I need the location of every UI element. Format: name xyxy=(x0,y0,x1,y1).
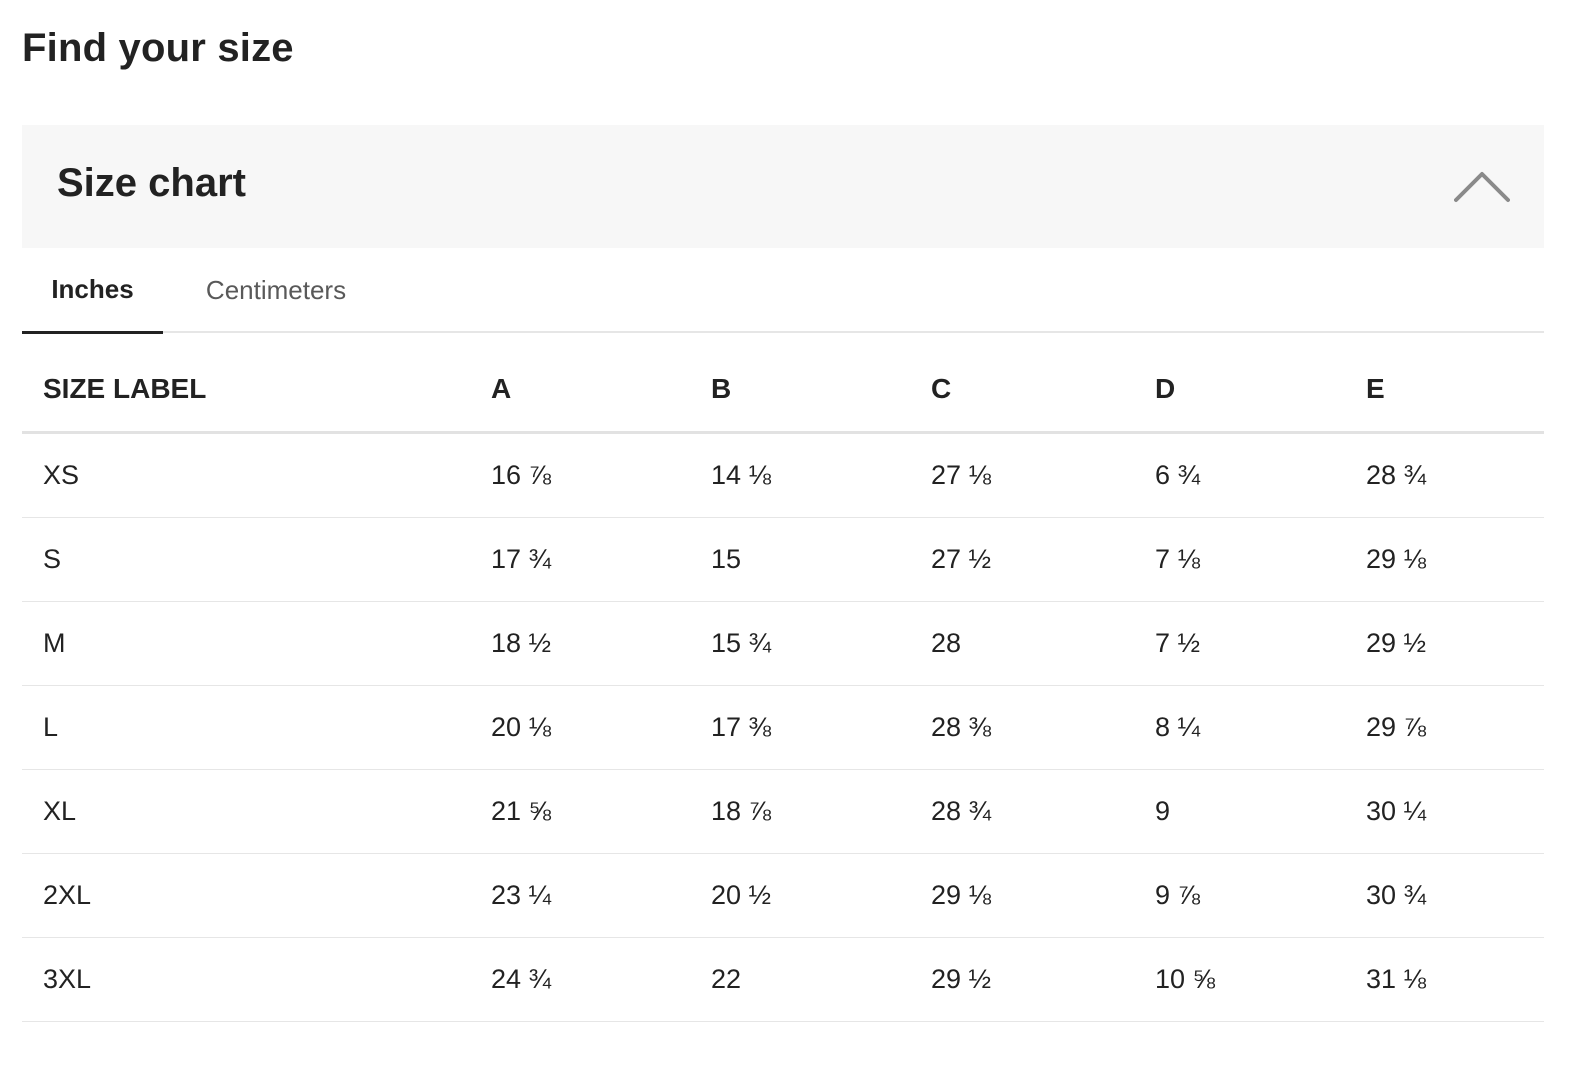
measurement-cell: 29 ½ xyxy=(1366,601,1544,686)
table-row: XS 16 ⅞ 14 ⅛ 27 ⅛ 6 ¾ 28 ¾ xyxy=(22,432,1544,518)
size-chart-accordion-header[interactable]: Size chart xyxy=(22,125,1544,248)
measurement-cell: 14 ⅛ xyxy=(711,432,931,518)
measurement-cell: 29 ⅛ xyxy=(931,853,1155,938)
measurement-cell: 7 ½ xyxy=(1155,601,1366,686)
measurement-cell: 30 ¾ xyxy=(1366,853,1544,938)
tab-centimeters[interactable]: Centimeters xyxy=(205,275,347,305)
size-label-cell: L xyxy=(22,685,491,770)
measurement-cell: 15 xyxy=(711,517,931,602)
unit-tabs: Inches Centimeters xyxy=(22,248,1544,334)
measurement-cell: 18 ½ xyxy=(491,601,711,686)
measurement-cell: 27 ⅛ xyxy=(931,432,1155,518)
measurement-cell: 9 xyxy=(1155,769,1366,854)
column-header-a: A xyxy=(491,347,711,434)
accordion-title: Size chart xyxy=(57,161,246,205)
measurement-cell: 21 ⅝ xyxy=(491,769,711,854)
measurement-cell: 10 ⅝ xyxy=(1155,937,1366,1022)
measurement-cell: 29 ⅛ xyxy=(1366,517,1544,602)
column-header-d: D xyxy=(1155,347,1366,434)
measurement-cell: 24 ¾ xyxy=(491,937,711,1022)
measurement-cell: 18 ⅞ xyxy=(711,769,931,854)
page-title: Find your size xyxy=(22,26,294,70)
table-row: XL 21 ⅝ 18 ⅞ 28 ¾ 9 30 ¼ xyxy=(22,769,1544,854)
size-label-cell: S xyxy=(22,517,491,602)
measurement-cell: 17 ⅜ xyxy=(711,685,931,770)
table-row: 3XL 24 ¾ 22 29 ½ 10 ⅝ 31 ⅛ xyxy=(22,937,1544,1022)
measurement-cell: 28 ¾ xyxy=(931,769,1155,854)
measurement-cell: 7 ⅛ xyxy=(1155,517,1366,602)
table-row: 2XL 23 ¼ 20 ½ 29 ⅛ 9 ⅞ 30 ¾ xyxy=(22,853,1544,938)
chevron-up-icon[interactable] xyxy=(1454,169,1510,203)
measurement-cell: 23 ¼ xyxy=(491,853,711,938)
measurement-cell: 17 ¾ xyxy=(491,517,711,602)
size-table: SIZE LABEL A B C D E XS 16 ⅞ 14 ⅛ 27 ⅛ 6… xyxy=(22,347,1544,1022)
size-label-cell: 2XL xyxy=(22,853,491,938)
measurement-cell: 28 ¾ xyxy=(1366,432,1544,518)
column-header-e: E xyxy=(1366,347,1544,434)
size-label-cell: M xyxy=(22,601,491,686)
measurement-cell: 28 ⅜ xyxy=(931,685,1155,770)
size-label-cell: XS xyxy=(22,432,491,518)
table-row: M 18 ½ 15 ¾ 28 7 ½ 29 ½ xyxy=(22,601,1544,686)
table-row: S 17 ¾ 15 27 ½ 7 ⅛ 29 ⅛ xyxy=(22,517,1544,602)
tab-inches[interactable]: Inches xyxy=(22,248,163,334)
measurement-cell: 9 ⅞ xyxy=(1155,853,1366,938)
measurement-cell: 8 ¼ xyxy=(1155,685,1366,770)
measurement-cell: 15 ¾ xyxy=(711,601,931,686)
measurement-cell: 28 xyxy=(931,601,1155,686)
column-header-b: B xyxy=(711,347,931,434)
table-header-row: SIZE LABEL A B C D E xyxy=(22,347,1544,434)
column-header-c: C xyxy=(931,347,1155,434)
column-header-size-label: SIZE LABEL xyxy=(22,347,491,434)
measurement-cell: 20 ⅛ xyxy=(491,685,711,770)
measurement-cell: 29 ⅞ xyxy=(1366,685,1544,770)
measurement-cell: 6 ¾ xyxy=(1155,432,1366,518)
measurement-cell: 20 ½ xyxy=(711,853,931,938)
measurement-cell: 31 ⅛ xyxy=(1366,937,1544,1022)
measurement-cell: 30 ¼ xyxy=(1366,769,1544,854)
measurement-cell: 27 ½ xyxy=(931,517,1155,602)
size-label-cell: XL xyxy=(22,769,491,854)
size-label-cell: 3XL xyxy=(22,937,491,1022)
measurement-cell: 16 ⅞ xyxy=(491,432,711,518)
measurement-cell: 22 xyxy=(711,937,931,1022)
measurement-cell: 29 ½ xyxy=(931,937,1155,1022)
table-row: L 20 ⅛ 17 ⅜ 28 ⅜ 8 ¼ 29 ⅞ xyxy=(22,685,1544,770)
